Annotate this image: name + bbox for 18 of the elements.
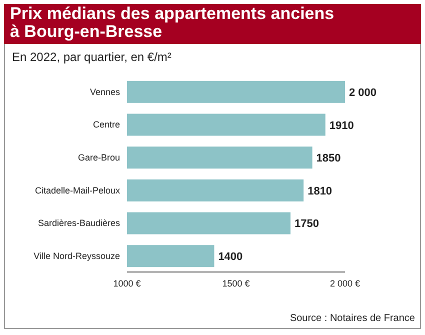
y-tick-label: Vennes <box>90 86 120 97</box>
data-label: 1910 <box>329 120 354 132</box>
data-label: 1400 <box>218 251 243 264</box>
chart-title: Prix médians des appartements anciens à Bourg-en-Bresse <box>10 4 334 41</box>
data-label: 1750 <box>294 218 319 230</box>
x-tick-label: 1000 € <box>113 278 141 288</box>
y-tick-label: Gare-Brou <box>78 152 120 162</box>
x-tick-label: 1500 € <box>222 278 250 288</box>
y-tick-label: Citadelle-Mail-Peloux <box>34 185 120 196</box>
source-note: Source : Notaires de France <box>290 313 416 324</box>
chart-subtitle: En 2022, par quartier, en €/m² <box>12 50 172 64</box>
x-tick-label: 2 000 € <box>330 278 360 288</box>
data-label: 1850 <box>316 152 341 165</box>
data-label: 2 000 <box>349 86 377 99</box>
data-label: 1810 <box>308 185 332 198</box>
y-tick-label: Ville Nord-Reyssouze <box>34 250 120 261</box>
y-tick-label: Sardières-Baudières <box>38 218 120 228</box>
y-tick-label: Centre <box>92 120 120 130</box>
